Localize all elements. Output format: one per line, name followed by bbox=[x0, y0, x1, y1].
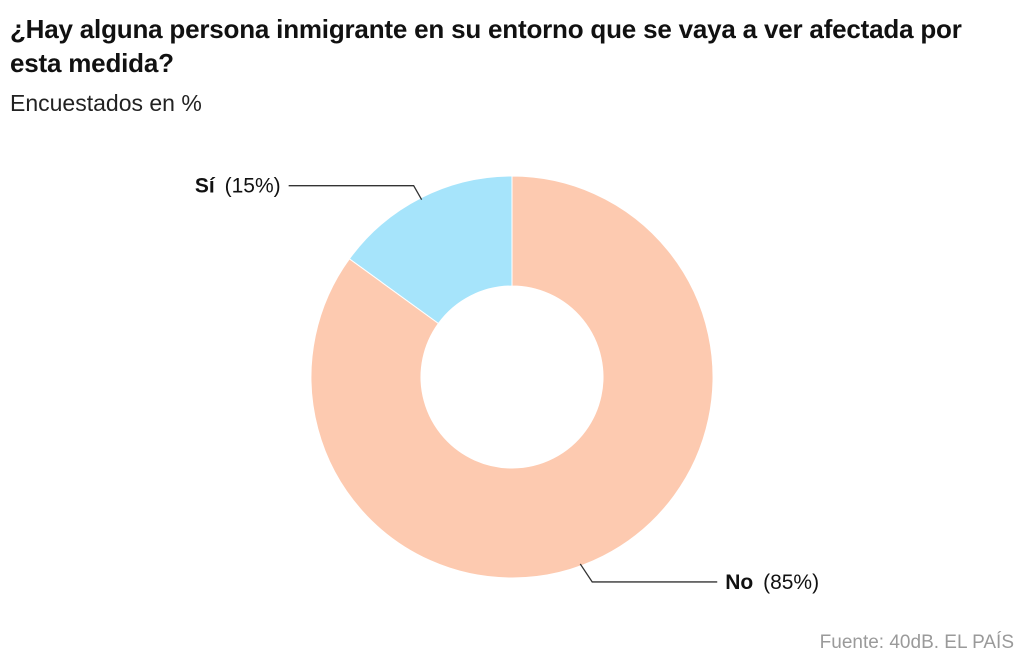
slice-label-no-value: (85%) bbox=[763, 571, 819, 594]
slice-label-no: No (85%) bbox=[725, 571, 819, 594]
donut-slice-no bbox=[310, 175, 714, 579]
donut-slices bbox=[310, 175, 714, 579]
leader-line-s bbox=[288, 185, 423, 201]
chart-title: ¿Hay alguna persona inmigrante en su ent… bbox=[10, 14, 962, 78]
slice-label-no-name: No bbox=[725, 571, 753, 594]
leader-line-no bbox=[579, 563, 718, 583]
chart-subtitle: Encuestados en % bbox=[10, 90, 202, 116]
leader-lines bbox=[288, 185, 718, 583]
source-note: Fuente: 40dB. EL PAÍS bbox=[819, 632, 1014, 653]
slice-label-si-value: (15%) bbox=[225, 175, 281, 198]
slice-label-si: Sí (15%) bbox=[195, 175, 281, 198]
donut-slice-s bbox=[348, 175, 513, 325]
slice-label-si-name: Sí bbox=[195, 175, 216, 198]
slice-labels: Sí (15%) No (85%) bbox=[195, 175, 819, 594]
